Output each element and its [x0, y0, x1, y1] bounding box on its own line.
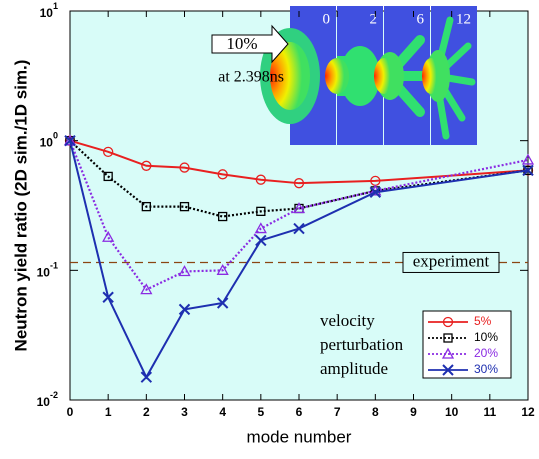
marker-stroke: [369, 186, 382, 198]
marker: [293, 178, 305, 189]
x-tick-label: 0: [67, 405, 74, 419]
x-tick-label: 4: [219, 405, 226, 419]
inset-time: at 2.398ns: [218, 69, 284, 86]
series-line: [68, 140, 529, 292]
legend-title: perturbation: [320, 335, 404, 354]
marker-stroke: [178, 303, 191, 316]
marker: [255, 174, 266, 185]
marker: [179, 201, 190, 212]
marker: [64, 134, 76, 147]
marker-stroke: [522, 164, 534, 177]
marker: [103, 171, 113, 182]
marker: [442, 364, 454, 376]
marker: [255, 234, 267, 247]
marker: [102, 230, 115, 242]
marker: [216, 297, 229, 309]
inset-label: 6: [417, 11, 425, 27]
marker: [293, 222, 305, 235]
x-axis-label: mode number: [247, 427, 352, 446]
x-tick-label: 3: [181, 405, 188, 419]
marker-stroke: [255, 234, 267, 247]
y-tick-base: 10: [40, 6, 54, 20]
marker: [217, 169, 228, 180]
legend-title: amplitude: [320, 359, 388, 378]
marker: [102, 291, 114, 303]
y-tick-exponent: -2: [50, 390, 58, 400]
y-tick-base: 10: [37, 395, 51, 409]
marker: [103, 146, 114, 157]
y-tick-label: 10-1: [37, 261, 58, 280]
legend-title: velocity: [320, 311, 375, 330]
x-tick-label: 10: [445, 405, 459, 419]
marker-stroke: [64, 134, 76, 147]
x-tick-label: 7: [334, 405, 341, 419]
legend-label: 10%: [474, 330, 498, 344]
y-tick-exponent: -1: [50, 261, 58, 271]
marker-stroke: [102, 291, 114, 303]
marker: [140, 371, 153, 383]
legend-label: 30%: [474, 362, 498, 376]
marker: [141, 201, 151, 212]
marker: [443, 333, 453, 343]
marker: [179, 162, 190, 173]
marker: [218, 211, 228, 222]
marker: [141, 160, 152, 171]
x-tick-label: 12: [521, 405, 535, 419]
y-tick-exponent: 1: [53, 1, 58, 11]
x-tick-label: 1: [105, 405, 112, 419]
inset-label: 2: [370, 11, 378, 27]
y-tick-label: 101: [40, 1, 58, 20]
series-line: [69, 139, 529, 185]
marker-stroke: [216, 297, 229, 309]
panel: [422, 6, 477, 145]
marker-stroke: [293, 222, 305, 235]
y-axis-label: Neutron yield ratio (2D sim./1D sim.): [11, 60, 30, 352]
x-tick-label: 8: [372, 405, 379, 419]
y-tick-base: 10: [40, 136, 54, 150]
inset-annotation: 10%: [226, 34, 257, 53]
panel: [260, 6, 336, 145]
marker: [441, 347, 455, 359]
reference-label-box: [402, 251, 500, 273]
series-line: [69, 139, 529, 218]
marker: [442, 316, 454, 328]
x-tick-label: 6: [296, 405, 303, 419]
marker: [254, 222, 267, 234]
inset-label: 0: [323, 11, 331, 27]
x-tick-label: 9: [410, 405, 417, 419]
marker: [292, 202, 306, 214]
y-tick-exponent: 0: [53, 131, 58, 141]
y-tick-label: 100: [40, 131, 58, 150]
x-tick-label: 11: [483, 405, 496, 419]
y-tick-base: 10: [37, 266, 51, 280]
marker-stroke: [140, 371, 153, 383]
marker-stroke: [442, 364, 454, 376]
legend-label: 20%: [474, 346, 498, 360]
inset-label: 12: [456, 11, 471, 27]
x-tick-label: 5: [257, 405, 264, 419]
legend-label: 5%: [474, 314, 492, 328]
y-tick-label: 10-2: [37, 390, 58, 409]
reference-label: experiment: [413, 251, 490, 270]
marker: [369, 186, 382, 198]
marker: [140, 283, 153, 295]
marker: [256, 206, 266, 217]
inset-images: [211, 6, 477, 145]
marker: [178, 303, 191, 316]
marker: [522, 164, 534, 177]
marker: [521, 153, 535, 165]
marker: [178, 265, 191, 277]
marker: [216, 263, 229, 275]
x-tick-label: 2: [143, 405, 150, 419]
